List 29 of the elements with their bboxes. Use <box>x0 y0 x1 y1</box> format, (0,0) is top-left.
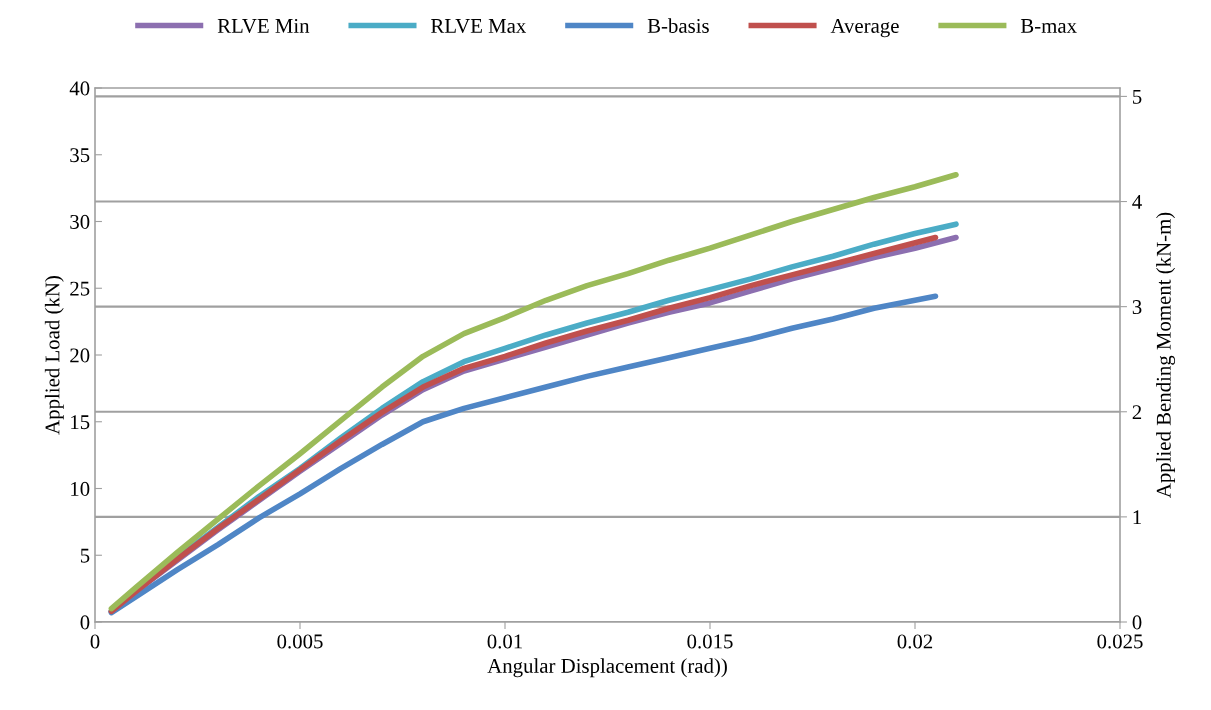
y-tick-label: 20 <box>70 348 90 363</box>
y2-axis-title: Applied Bending Moment (kN-m) <box>1156 212 1176 498</box>
x-tick-label: 0.005 <box>277 634 323 649</box>
y2-tick-label: 1 <box>1133 510 1141 525</box>
y-axis-title: Applied Load (kN) <box>44 276 64 435</box>
x-tick-label: 0.015 <box>687 634 733 649</box>
y-tick-label: 10 <box>71 481 90 496</box>
y-tick-label: 5 <box>80 548 90 563</box>
x-axis-title: Angular Displacement (rad)) <box>487 658 727 678</box>
y-tick-label: 30 <box>70 214 90 229</box>
x-tick-label: 0.02 <box>897 634 933 649</box>
x-tick-label: 0 <box>90 634 100 649</box>
x-tick-label: 0.01 <box>487 634 522 649</box>
y-tick-label: 35 <box>70 148 90 163</box>
legend-label: RLVE Min <box>217 18 310 34</box>
y-tick-label: 40 <box>69 81 90 96</box>
y-tick-label: 0 <box>80 615 90 630</box>
y2-tick-label: 0 <box>1132 615 1142 630</box>
y2-tick-label: 4 <box>1132 195 1142 209</box>
y-tick-label: 25 <box>70 281 90 296</box>
legend-label: B-basis <box>647 18 709 33</box>
legend-label: RLVE Max <box>431 19 527 34</box>
y2-tick-label: 3 <box>1132 300 1142 315</box>
legend-label: B-max <box>1020 19 1077 33</box>
legend-label: Average <box>830 18 899 38</box>
y2-tick-label: 2 <box>1132 405 1142 419</box>
y2-tick-label: 5 <box>1133 90 1142 104</box>
y-tick-label: 15 <box>71 415 90 430</box>
x-tick-label: 0.025 <box>1097 634 1143 649</box>
